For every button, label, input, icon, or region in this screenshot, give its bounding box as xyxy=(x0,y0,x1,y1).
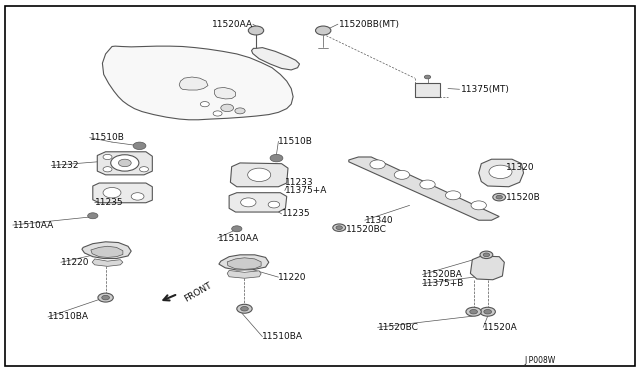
Text: 11235: 11235 xyxy=(95,198,124,207)
Circle shape xyxy=(88,213,98,219)
Text: 11520BB(MT): 11520BB(MT) xyxy=(339,20,400,29)
Text: 11375+A: 11375+A xyxy=(285,186,327,195)
Circle shape xyxy=(140,167,148,172)
Circle shape xyxy=(370,160,385,169)
Polygon shape xyxy=(252,48,300,70)
Circle shape xyxy=(466,307,481,316)
Text: 11320: 11320 xyxy=(506,163,534,172)
Text: 11510B: 11510B xyxy=(278,137,313,146)
Circle shape xyxy=(248,168,271,182)
Text: 11510B: 11510B xyxy=(90,133,124,142)
Polygon shape xyxy=(470,256,504,280)
Polygon shape xyxy=(230,163,288,187)
Circle shape xyxy=(241,307,248,311)
Circle shape xyxy=(480,251,493,259)
Text: 11220: 11220 xyxy=(61,258,90,267)
Bar xyxy=(415,83,440,97)
Circle shape xyxy=(98,293,113,302)
Circle shape xyxy=(394,170,410,179)
Polygon shape xyxy=(229,193,287,212)
Circle shape xyxy=(483,253,490,257)
Polygon shape xyxy=(91,246,123,257)
Circle shape xyxy=(471,201,486,210)
Circle shape xyxy=(489,165,512,179)
Circle shape xyxy=(221,104,234,112)
Polygon shape xyxy=(227,270,261,278)
Polygon shape xyxy=(219,255,269,270)
Text: 11233: 11233 xyxy=(285,178,314,187)
Circle shape xyxy=(270,154,283,162)
Circle shape xyxy=(445,191,461,200)
Circle shape xyxy=(484,310,492,314)
Polygon shape xyxy=(479,159,524,187)
Circle shape xyxy=(480,307,495,316)
Text: 11520BA: 11520BA xyxy=(422,270,463,279)
Text: 11510AA: 11510AA xyxy=(218,234,259,243)
Circle shape xyxy=(131,193,144,200)
Text: 11220: 11220 xyxy=(278,273,307,282)
Circle shape xyxy=(424,75,431,79)
Text: 11510BA: 11510BA xyxy=(262,332,303,341)
Circle shape xyxy=(493,193,506,201)
Circle shape xyxy=(241,198,256,207)
Polygon shape xyxy=(214,87,236,99)
Text: 11520A: 11520A xyxy=(483,323,518,332)
Text: 11510AA: 11510AA xyxy=(13,221,54,230)
Circle shape xyxy=(235,108,245,114)
Circle shape xyxy=(268,201,280,208)
Polygon shape xyxy=(97,152,152,175)
Text: 11520AA: 11520AA xyxy=(212,20,253,29)
Circle shape xyxy=(248,26,264,35)
Circle shape xyxy=(213,111,222,116)
Text: 11375(MT): 11375(MT) xyxy=(461,85,509,94)
Circle shape xyxy=(232,226,242,232)
Text: 11232: 11232 xyxy=(51,161,80,170)
Text: 11375+B: 11375+B xyxy=(422,279,465,288)
Circle shape xyxy=(102,295,109,300)
Circle shape xyxy=(237,304,252,313)
Circle shape xyxy=(316,26,331,35)
Circle shape xyxy=(333,224,346,231)
Circle shape xyxy=(103,167,112,172)
Polygon shape xyxy=(349,157,499,220)
Polygon shape xyxy=(227,258,261,269)
Circle shape xyxy=(496,195,502,199)
Polygon shape xyxy=(179,77,208,90)
Polygon shape xyxy=(92,259,123,266)
Circle shape xyxy=(103,154,112,160)
Circle shape xyxy=(111,155,139,171)
Polygon shape xyxy=(102,46,293,120)
Circle shape xyxy=(118,159,131,167)
Text: 11340: 11340 xyxy=(365,216,394,225)
Circle shape xyxy=(200,102,209,107)
Text: FRONT: FRONT xyxy=(182,280,213,304)
Polygon shape xyxy=(93,183,152,203)
Text: 11520B: 11520B xyxy=(506,193,540,202)
Text: 11520BC: 11520BC xyxy=(346,225,387,234)
Circle shape xyxy=(420,180,435,189)
Circle shape xyxy=(470,310,477,314)
Text: 11235: 11235 xyxy=(282,209,310,218)
Circle shape xyxy=(336,226,342,230)
Circle shape xyxy=(103,187,121,198)
Polygon shape xyxy=(82,242,131,259)
Text: 11520BC: 11520BC xyxy=(378,323,419,332)
Circle shape xyxy=(133,142,146,150)
Text: 11510BA: 11510BA xyxy=(48,312,89,321)
Text: J P008W: J P008W xyxy=(525,356,556,365)
